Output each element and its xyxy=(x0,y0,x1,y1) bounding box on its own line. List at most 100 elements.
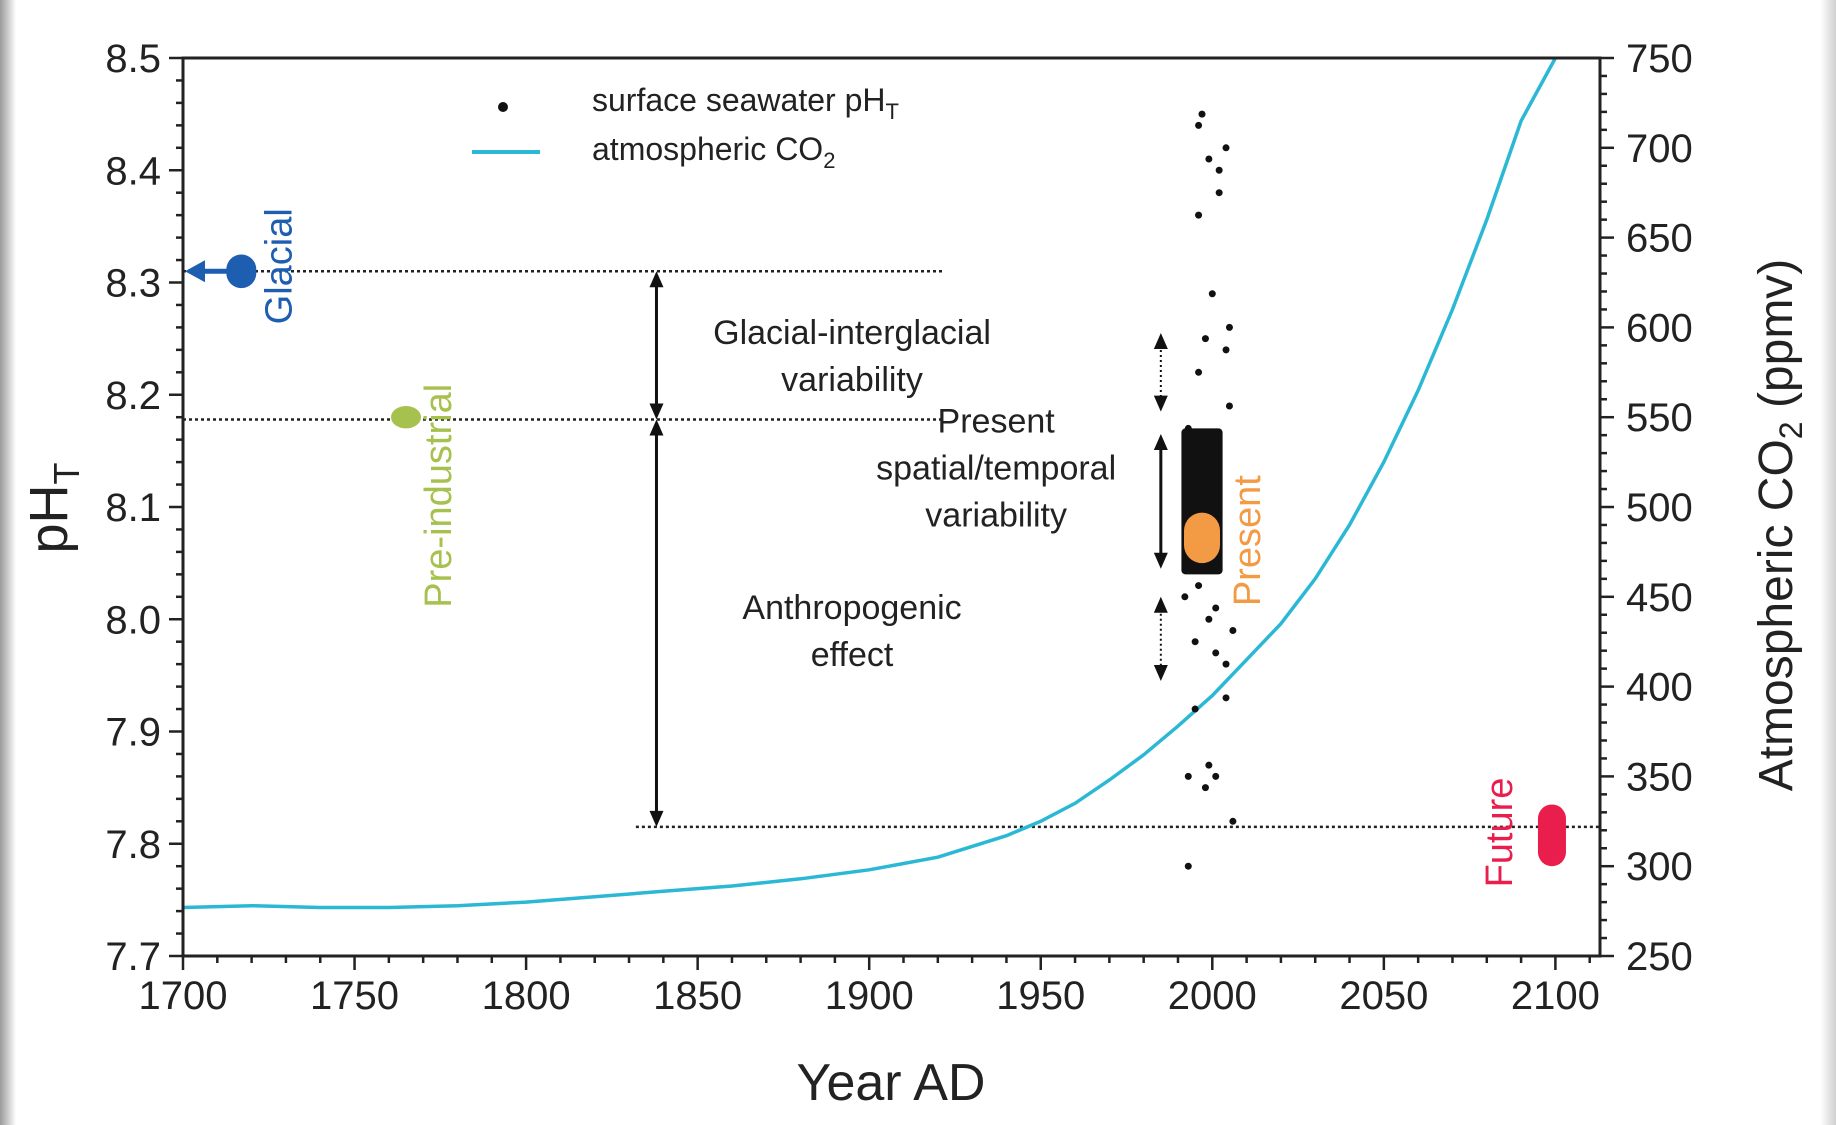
ph-point xyxy=(1215,189,1223,197)
y-right-tick-label: 650 xyxy=(1626,217,1693,261)
period-present: Present xyxy=(1184,475,1269,606)
legend-label-co2-main: atmospheric CO xyxy=(592,131,823,167)
annotation-line: Glacial-interglacial xyxy=(713,314,991,352)
arrow-1 xyxy=(649,419,664,827)
y-right-tick-label: 350 xyxy=(1626,755,1693,799)
period-marker xyxy=(1184,512,1221,564)
y-left-tick-label: 8.1 xyxy=(105,486,161,530)
y-right-tick-label: 600 xyxy=(1626,306,1693,350)
arrow-head-down xyxy=(649,810,664,827)
y-left-tick-label: 7.9 xyxy=(105,711,161,755)
legend-label-co2: atmospheric CO2 xyxy=(592,131,835,173)
ph-point xyxy=(1201,784,1209,792)
period-label: Pre-industrial xyxy=(418,384,460,608)
x-tick-label: 1800 xyxy=(482,974,571,1018)
period-marker xyxy=(391,405,422,429)
ph-point xyxy=(1195,121,1203,129)
x-axis-title: Year AD xyxy=(797,1054,986,1112)
arrow-2 xyxy=(1153,434,1168,569)
arrow-head-down xyxy=(1153,552,1168,569)
x-tick-label: 1700 xyxy=(139,974,228,1018)
period-label: Glacial xyxy=(258,208,300,324)
ph-point xyxy=(1222,694,1230,702)
arrow-head-down xyxy=(649,403,664,420)
legend: surface seawater pHT atmospheric CO2 xyxy=(472,82,899,173)
ph-point xyxy=(1195,582,1203,590)
y-right-tick-label: 750 xyxy=(1626,37,1693,81)
ph-point xyxy=(1212,604,1220,612)
y-axis-title-right-pre: Atmospheric CO xyxy=(1750,439,1803,791)
period-markers: Glacial Pre-industrial Present Future xyxy=(185,208,1566,887)
arrow-head-up xyxy=(1153,596,1168,613)
ph-point xyxy=(1222,660,1230,668)
annotation-line: Present xyxy=(938,403,1056,441)
ph-point xyxy=(1191,705,1199,713)
ph-points xyxy=(1181,110,1237,870)
period-label: Future xyxy=(1479,778,1521,888)
ph-point xyxy=(1222,144,1230,152)
annotations: Glacial-interglacial variability Anthropog… xyxy=(713,314,1116,674)
arrow-head-up xyxy=(1153,434,1168,451)
y-left-tick-label: 8.0 xyxy=(105,598,161,642)
plot-area xyxy=(183,58,1600,956)
period-marker xyxy=(1537,804,1566,867)
period-future: Future xyxy=(1479,778,1566,888)
annotation-line: variability xyxy=(781,361,923,399)
co2-line xyxy=(182,57,1557,910)
ph-point xyxy=(1225,323,1233,331)
y-right-tick-label: 300 xyxy=(1626,845,1693,889)
ph-point xyxy=(1184,862,1192,870)
legend-label-ph: surface seawater pHT xyxy=(592,82,899,124)
legend-label-ph-main: surface seawater pH xyxy=(592,82,885,118)
legend-point-marker xyxy=(498,102,508,112)
x-tick-label: 1950 xyxy=(996,974,1085,1018)
arrow-head-up xyxy=(649,419,664,436)
arrow-head-down xyxy=(1153,395,1168,412)
arrow-0 xyxy=(649,271,664,420)
x-tick-label: 1750 xyxy=(310,974,399,1018)
arrow-head-up xyxy=(1153,333,1168,350)
y-axis-title-right-sub: 2 xyxy=(1773,421,1809,439)
y-axis-title-left-sub: T xyxy=(46,462,87,484)
annotation-line: spatial/temporal xyxy=(876,450,1116,488)
ph-point xyxy=(1222,346,1230,354)
tick-labels: 1700 1750 1800 1850 1900 1950 2000 2050 2100 7.7 7… xyxy=(105,37,1692,1018)
period-glacial: Glacial xyxy=(185,208,300,324)
period-pre-industrial: Pre-industrial xyxy=(391,384,460,608)
ph-point xyxy=(1212,772,1220,780)
tick-marks xyxy=(169,56,1614,970)
x-tick-label: 1900 xyxy=(825,974,914,1018)
ph-point xyxy=(1229,817,1237,825)
y-left-tick-label: 8.5 xyxy=(105,37,161,81)
reference-lines xyxy=(183,270,1600,829)
variability-arrows xyxy=(649,271,1168,827)
legend-label-co2-sub: 2 xyxy=(823,148,835,173)
y-left-tick-label: 7.7 xyxy=(105,935,161,979)
y-right-tick-label: 700 xyxy=(1626,127,1693,171)
ph-point xyxy=(1208,290,1216,298)
ph-point xyxy=(1229,626,1237,634)
arrow-3 xyxy=(1153,333,1168,412)
annotation-line: effect xyxy=(811,636,894,674)
x-tick-label: 2000 xyxy=(1168,974,1257,1018)
co2-series xyxy=(182,57,1557,910)
ph-point xyxy=(1205,761,1213,769)
y-right-tick-label: 500 xyxy=(1626,486,1693,530)
ph-point xyxy=(1198,110,1206,118)
ph-point xyxy=(1184,424,1192,432)
legend-label-ph-sub: T xyxy=(885,99,898,124)
ph-point xyxy=(1195,211,1203,219)
ph-point xyxy=(1181,593,1189,601)
x-tick-label: 1850 xyxy=(653,974,742,1018)
arrow-4 xyxy=(1153,596,1168,681)
ph-point xyxy=(1205,155,1213,163)
ph-point xyxy=(1212,649,1220,657)
y-left-tick-label: 8.4 xyxy=(105,149,161,193)
arrow-head-down xyxy=(1153,664,1168,681)
y-left-tick-label: 8.3 xyxy=(105,262,161,306)
glacial-arrow-head xyxy=(185,260,205,283)
y-right-tick-label: 550 xyxy=(1626,396,1693,440)
ph-point xyxy=(1195,368,1203,376)
y-axis-title-right: Atmospheric CO2 (ppmv) xyxy=(1750,259,1809,792)
